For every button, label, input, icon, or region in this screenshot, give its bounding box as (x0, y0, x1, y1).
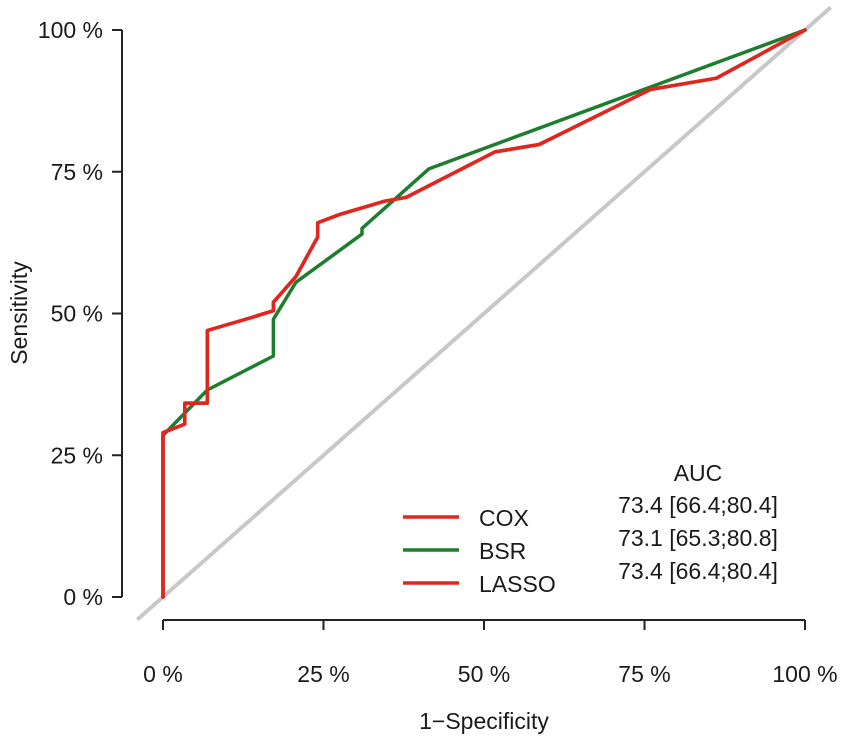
x-tick-label: 50 % (458, 661, 510, 687)
x-tick-label: 25 % (297, 661, 349, 687)
x-ticks: 0 % 25 % 50 % 75 % 100 % (143, 620, 838, 687)
roc-curves (161, 28, 807, 599)
y-axis-title: Sensitivity (6, 261, 32, 365)
y-tick-label: 75 % (51, 159, 103, 185)
legend-label-bsr: BSR (479, 538, 526, 564)
y-tick-label: 0 % (63, 584, 103, 610)
auc-header: AUC (674, 460, 723, 486)
y-tick-label: 100 % (38, 17, 103, 43)
y-tick-label: 25 % (51, 442, 103, 468)
y-ticks: 0 % 25 % 50 % 75 % 100 % (38, 17, 122, 610)
legend-label-cox: COX (479, 505, 529, 531)
x-tick-label: 75 % (618, 661, 670, 687)
auc-value-cox: 73.4 [66.4;80.4] (618, 492, 778, 518)
auc-value-bsr: 73.1 [65.3;80.8] (618, 525, 778, 551)
x-tick-label: 0 % (143, 661, 183, 687)
y-tick-label: 50 % (51, 301, 103, 327)
roc-curve-lasso (161, 28, 807, 599)
legend-label-lasso: LASSO (479, 571, 556, 597)
x-tick-label: 100 % (772, 661, 837, 687)
chance-diagonal-line (135, 5, 833, 622)
legend: COX 73.4 [66.4;80.4] BSR 73.1 [65.3;80.8] LA… (403, 492, 778, 597)
x-axis-title: 1−Specificity (419, 708, 549, 734)
auc-value-lasso: 73.4 [66.4;80.4] (618, 558, 778, 584)
